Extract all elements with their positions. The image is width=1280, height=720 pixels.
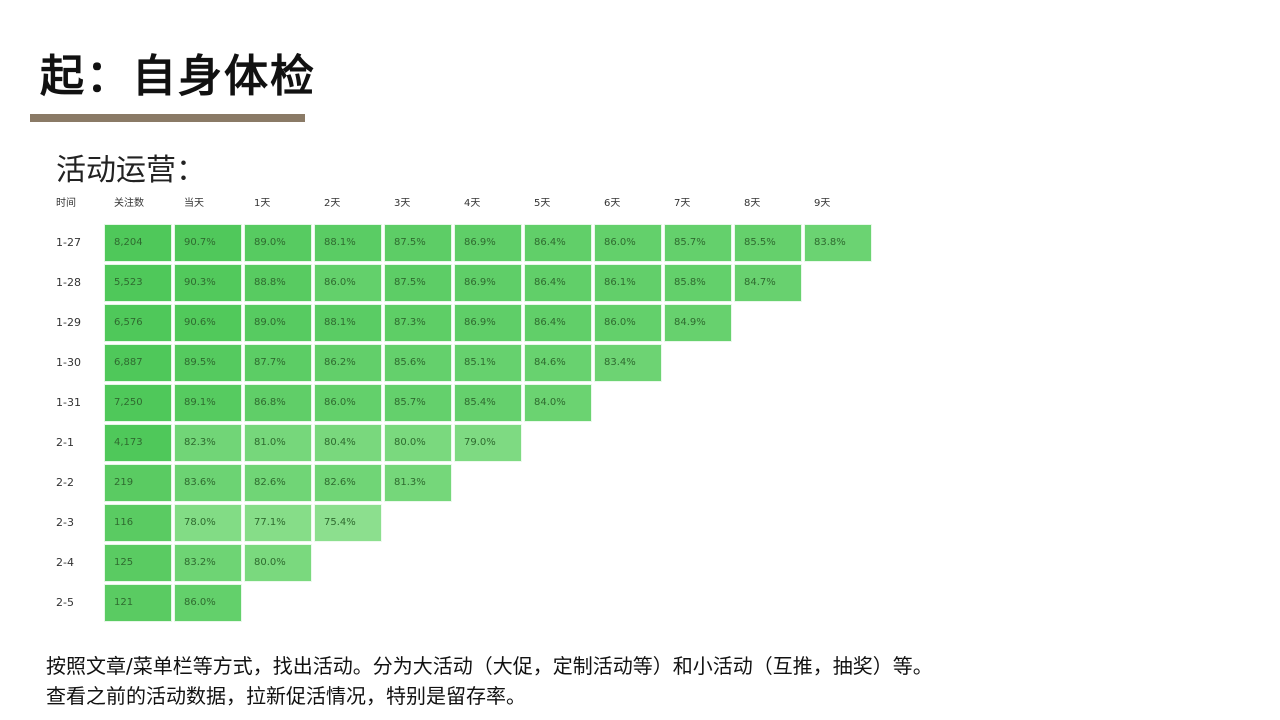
retention-cell: 86.9% bbox=[454, 304, 522, 342]
section-heading: 活动运营： bbox=[56, 153, 206, 188]
retention-cell: 87.3% bbox=[384, 304, 452, 342]
column-header-5: 3天 bbox=[394, 198, 411, 209]
retention-cell: 86.1% bbox=[594, 264, 662, 302]
retention-cell: 80.4% bbox=[314, 424, 382, 462]
retention-cell: 89.0% bbox=[244, 304, 312, 342]
retention-cell: 82.6% bbox=[314, 464, 382, 502]
retention-cell: 86.0% bbox=[174, 584, 242, 622]
retention-cell: 82.6% bbox=[244, 464, 312, 502]
retention-cell: 85.6% bbox=[384, 344, 452, 382]
followers-cell: 6,887 bbox=[104, 344, 172, 382]
retention-cell: 86.2% bbox=[314, 344, 382, 382]
retention-cell: 85.7% bbox=[384, 384, 452, 422]
retention-cell: 84.9% bbox=[664, 304, 732, 342]
row-date-label: 2-2 bbox=[56, 476, 74, 489]
retention-cell: 84.6% bbox=[524, 344, 592, 382]
retention-cell: 87.5% bbox=[384, 264, 452, 302]
retention-cell: 79.0% bbox=[454, 424, 522, 462]
retention-cell: 80.0% bbox=[244, 544, 312, 582]
row-date-label: 2-5 bbox=[56, 596, 74, 609]
column-header-3: 1天 bbox=[254, 198, 271, 209]
retention-cell: 85.7% bbox=[664, 224, 732, 262]
followers-cell: 8,204 bbox=[104, 224, 172, 262]
retention-cell: 85.4% bbox=[454, 384, 522, 422]
retention-cell: 81.3% bbox=[384, 464, 452, 502]
row-date-label: 2-1 bbox=[56, 436, 74, 449]
followers-cell: 7,250 bbox=[104, 384, 172, 422]
retention-cell: 86.0% bbox=[594, 304, 662, 342]
row-date-label: 2-3 bbox=[56, 516, 74, 529]
retention-cell: 84.7% bbox=[734, 264, 802, 302]
retention-cell: 87.7% bbox=[244, 344, 312, 382]
retention-cell: 86.4% bbox=[524, 224, 592, 262]
column-header-2: 当天 bbox=[184, 198, 204, 209]
retention-cell: 88.1% bbox=[314, 224, 382, 262]
retention-cell: 82.3% bbox=[174, 424, 242, 462]
followers-cell: 6,576 bbox=[104, 304, 172, 342]
retention-cell: 90.7% bbox=[174, 224, 242, 262]
retention-cell: 85.1% bbox=[454, 344, 522, 382]
retention-cell: 86.9% bbox=[454, 264, 522, 302]
row-date-label: 1-27 bbox=[56, 236, 81, 249]
retention-cell: 88.8% bbox=[244, 264, 312, 302]
column-header-4: 2天 bbox=[324, 198, 341, 209]
column-header-8: 6天 bbox=[604, 198, 621, 209]
followers-cell: 116 bbox=[104, 504, 172, 542]
retention-cell: 86.0% bbox=[314, 384, 382, 422]
retention-cell: 86.0% bbox=[314, 264, 382, 302]
retention-cell: 80.0% bbox=[384, 424, 452, 462]
column-header-7: 5天 bbox=[534, 198, 551, 209]
title-underline bbox=[30, 114, 305, 122]
row-date-label: 2-4 bbox=[56, 556, 74, 569]
column-header-1: 关注数 bbox=[114, 198, 144, 209]
retention-cell: 86.9% bbox=[454, 224, 522, 262]
footer-text-line-1: 按照文章/菜单栏等方式，找出活动。分为大活动（大促，定制活动等）和小活动（互推，… bbox=[46, 654, 933, 678]
footer-text-line-2: 查看之前的活动数据，拉新促活情况，特别是留存率。 bbox=[46, 684, 526, 708]
retention-cell: 77.1% bbox=[244, 504, 312, 542]
retention-cell: 86.4% bbox=[524, 264, 592, 302]
retention-cell: 83.8% bbox=[804, 224, 872, 262]
retention-cell: 84.0% bbox=[524, 384, 592, 422]
column-header-9: 7天 bbox=[674, 198, 691, 209]
column-header-0: 时间 bbox=[56, 198, 76, 209]
retention-cell: 89.1% bbox=[174, 384, 242, 422]
retention-cell: 89.0% bbox=[244, 224, 312, 262]
followers-cell: 121 bbox=[104, 584, 172, 622]
row-date-label: 1-30 bbox=[56, 356, 81, 369]
followers-cell: 125 bbox=[104, 544, 172, 582]
retention-cell: 83.2% bbox=[174, 544, 242, 582]
row-date-label: 1-31 bbox=[56, 396, 81, 409]
retention-cell: 78.0% bbox=[174, 504, 242, 542]
followers-cell: 219 bbox=[104, 464, 172, 502]
retention-cell: 81.0% bbox=[244, 424, 312, 462]
retention-cell: 83.6% bbox=[174, 464, 242, 502]
retention-cell: 85.8% bbox=[664, 264, 732, 302]
row-date-label: 1-29 bbox=[56, 316, 81, 329]
retention-cell: 90.6% bbox=[174, 304, 242, 342]
followers-cell: 4,173 bbox=[104, 424, 172, 462]
column-header-10: 8天 bbox=[744, 198, 761, 209]
retention-table: 时间 关注数 当天 1天 2天 3天 4天 5天 6天 7天 8天 9天 1-27 8,204 90.7% 8… bbox=[46, 188, 886, 628]
retention-cell: 86.4% bbox=[524, 304, 592, 342]
page-title: 起：自身体检 bbox=[40, 51, 316, 102]
retention-cell: 86.8% bbox=[244, 384, 312, 422]
retention-cell: 75.4% bbox=[314, 504, 382, 542]
retention-cell: 86.0% bbox=[594, 224, 662, 262]
column-header-6: 4天 bbox=[464, 198, 481, 209]
retention-cell: 83.4% bbox=[594, 344, 662, 382]
row-date-label: 1-28 bbox=[56, 276, 81, 289]
retention-cell: 85.5% bbox=[734, 224, 802, 262]
retention-cell: 88.1% bbox=[314, 304, 382, 342]
column-header-11: 9天 bbox=[814, 198, 831, 209]
retention-cell: 87.5% bbox=[384, 224, 452, 262]
retention-cell: 89.5% bbox=[174, 344, 242, 382]
followers-cell: 5,523 bbox=[104, 264, 172, 302]
retention-cell: 90.3% bbox=[174, 264, 242, 302]
